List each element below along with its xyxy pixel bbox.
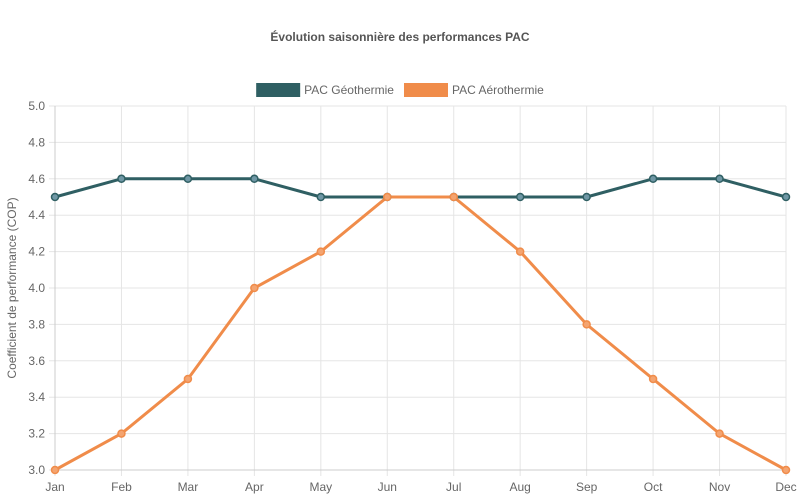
data-point: [183, 374, 193, 384]
y-tick-label: 4.2: [28, 245, 45, 259]
legend-label: PAC Aérothermie: [452, 83, 544, 97]
x-tick-label: Feb: [111, 480, 132, 494]
y-axis-ticks: 3.0 3.2 3.4 3.6 3.8 4.0 4.2 4.4 4.6 4.8 5.0: [28, 99, 45, 477]
data-point: [183, 174, 193, 184]
y-tick-label: 3.4: [28, 390, 45, 404]
data-point: [449, 192, 458, 202]
grid: [49, 105, 787, 476]
data-point: [250, 283, 259, 293]
axes: [54, 106, 786, 471]
x-tick-label: Jun: [378, 480, 397, 494]
data-point: [582, 192, 591, 202]
y-tick-label: 3.6: [28, 354, 45, 368]
data-point: [316, 192, 326, 202]
data-point: [781, 192, 791, 202]
data-point: [383, 192, 392, 202]
x-tick-label: Apr: [245, 480, 264, 494]
y-tick-label: 3.8: [28, 317, 45, 331]
x-tick-label: Nov: [709, 480, 730, 494]
data-point: [715, 174, 724, 184]
x-tick-label: Aug: [510, 480, 531, 494]
x-tick-label: Oct: [644, 480, 663, 494]
x-tick-label: May: [309, 480, 332, 494]
x-tick-label: Sep: [576, 480, 598, 494]
data-point: [250, 174, 259, 184]
y-tick-label: 5.0: [28, 99, 45, 113]
data-point: [316, 247, 326, 256]
y-tick-label: 4.6: [28, 172, 45, 186]
x-tick-label: Mar: [178, 480, 199, 494]
x-tick-label: Jul: [446, 480, 461, 494]
series-lines: [53, 177, 788, 472]
legend: PAC Géothermie PAC Aérothermie: [256, 83, 544, 97]
data-point: [117, 429, 126, 438]
data-point: [715, 429, 724, 438]
y-tick-label: 4.4: [28, 208, 45, 222]
data-point: [117, 174, 126, 184]
legend-label: PAC Géothermie: [304, 83, 394, 97]
x-tick-label: Jan: [45, 480, 64, 494]
data-point: [648, 374, 658, 384]
data-point: [515, 247, 525, 256]
data-point: [50, 192, 60, 202]
data-point: [582, 320, 591, 329]
y-tick-label: 3.0: [28, 463, 45, 477]
y-tick-label: 3.2: [28, 427, 45, 441]
series-line-1: [53, 195, 788, 472]
y-tick-label: 4.8: [28, 135, 45, 149]
x-axis-ticks: Jan Feb Mar Apr May Jun Jul Aug Sep Oct Nov Dec: [45, 480, 796, 494]
series-points: [50, 174, 791, 475]
y-tick-label: 4.0: [28, 281, 45, 295]
x-tick-label: Dec: [775, 480, 796, 494]
data-point: [50, 465, 60, 475]
data-point: [648, 174, 658, 184]
chart-title: Évolution saisonnière des performances P…: [270, 29, 530, 44]
data-point: [781, 465, 791, 475]
y-axis-title: Coefficient de performance (COP): [5, 197, 19, 378]
data-point: [515, 192, 525, 202]
series-line-0: [53, 177, 788, 199]
legend-swatch: [403, 83, 448, 97]
legend-swatch: [256, 83, 301, 97]
